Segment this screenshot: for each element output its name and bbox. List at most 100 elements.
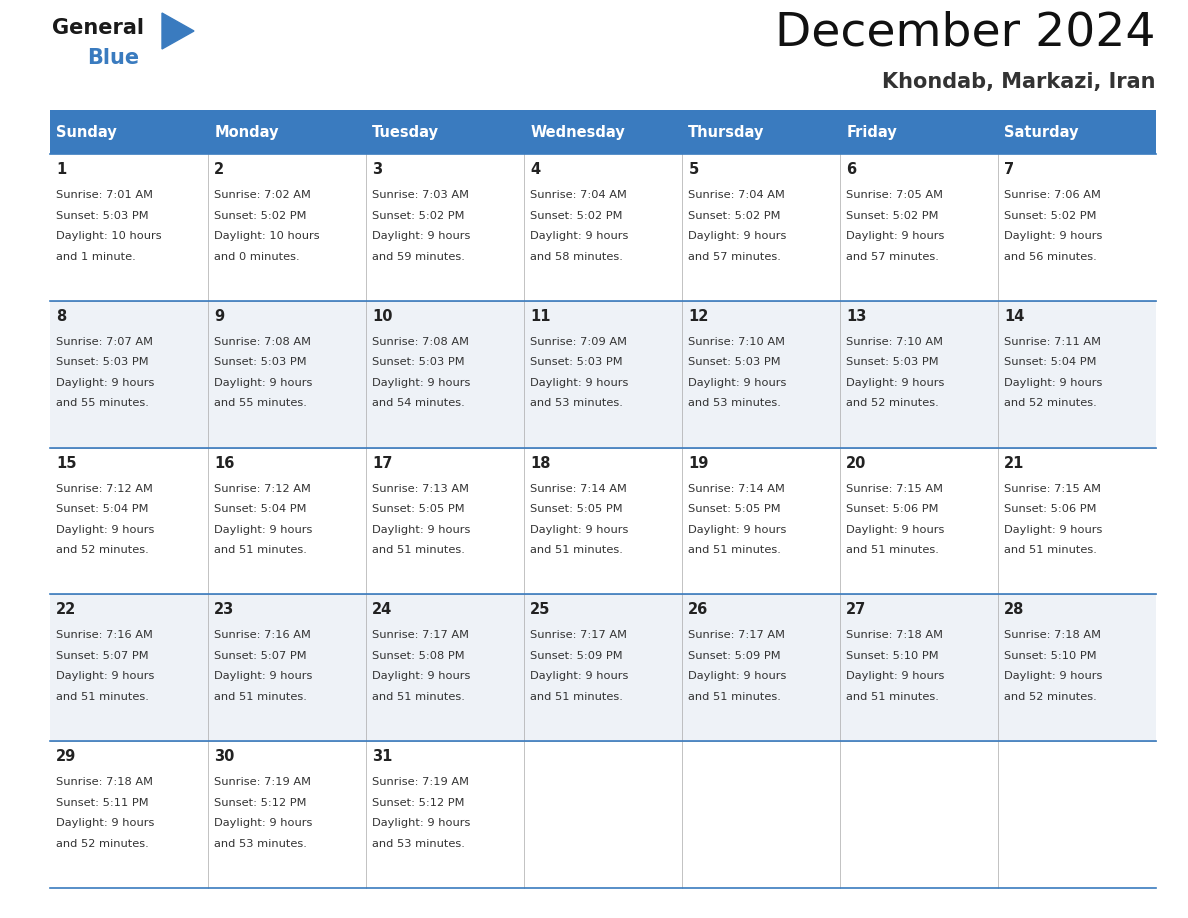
Text: 12: 12	[688, 308, 709, 324]
Text: Sunset: 5:05 PM: Sunset: 5:05 PM	[688, 504, 781, 514]
Text: 17: 17	[372, 455, 393, 471]
Text: Sunset: 5:03 PM: Sunset: 5:03 PM	[688, 357, 781, 367]
Bar	[50, 154, 1156, 301]
Text: and 51 minutes.: and 51 minutes.	[214, 692, 308, 702]
Text: Sunset: 5:07 PM: Sunset: 5:07 PM	[214, 651, 307, 661]
Text: and 51 minutes.: and 51 minutes.	[846, 545, 940, 555]
Text: 2: 2	[214, 162, 225, 177]
Text: Daylight: 10 hours: Daylight: 10 hours	[56, 231, 162, 241]
Text: and 53 minutes.: and 53 minutes.	[214, 839, 308, 849]
Text: 25: 25	[530, 602, 551, 618]
Text: 18: 18	[530, 455, 551, 471]
Text: Daylight: 9 hours: Daylight: 9 hours	[56, 524, 154, 534]
Text: Sunrise: 7:06 AM: Sunrise: 7:06 AM	[1004, 190, 1101, 200]
Text: Sunrise: 7:08 AM: Sunrise: 7:08 AM	[372, 337, 469, 347]
Text: Daylight: 9 hours: Daylight: 9 hours	[214, 524, 312, 534]
Text: 23: 23	[214, 602, 234, 618]
Text: Daylight: 9 hours: Daylight: 9 hours	[530, 378, 628, 387]
Text: Sunrise: 7:04 AM: Sunrise: 7:04 AM	[688, 190, 785, 200]
Text: and 1 minute.: and 1 minute.	[56, 252, 137, 262]
Text: and 51 minutes.: and 51 minutes.	[688, 692, 782, 702]
Bar	[50, 110, 1156, 154]
Text: 13: 13	[846, 308, 867, 324]
Text: and 51 minutes.: and 51 minutes.	[688, 545, 782, 555]
Text: and 52 minutes.: and 52 minutes.	[56, 545, 148, 555]
Text: Sunrise: 7:14 AM: Sunrise: 7:14 AM	[530, 484, 627, 494]
Text: and 51 minutes.: and 51 minutes.	[1004, 545, 1098, 555]
Text: Daylight: 9 hours: Daylight: 9 hours	[846, 524, 944, 534]
Text: 7: 7	[1004, 162, 1015, 177]
Text: 9: 9	[214, 308, 225, 324]
Text: 14: 14	[1004, 308, 1025, 324]
Text: 24: 24	[372, 602, 392, 618]
Text: Daylight: 9 hours: Daylight: 9 hours	[1004, 378, 1102, 387]
Text: Daylight: 9 hours: Daylight: 9 hours	[372, 378, 470, 387]
Text: 27: 27	[846, 602, 866, 618]
Bar	[50, 448, 1156, 594]
Text: Sunrise: 7:10 AM: Sunrise: 7:10 AM	[688, 337, 785, 347]
Text: and 55 minutes.: and 55 minutes.	[214, 398, 308, 409]
Text: Sunset: 5:02 PM: Sunset: 5:02 PM	[688, 210, 781, 220]
Text: Monday: Monday	[214, 125, 279, 140]
Text: Daylight: 9 hours: Daylight: 9 hours	[56, 378, 154, 387]
Text: 26: 26	[688, 602, 708, 618]
Text: and 51 minutes.: and 51 minutes.	[846, 692, 940, 702]
Text: 20: 20	[846, 455, 867, 471]
Text: and 52 minutes.: and 52 minutes.	[1004, 398, 1097, 409]
Text: Saturday: Saturday	[1004, 125, 1079, 140]
Text: Sunset: 5:02 PM: Sunset: 5:02 PM	[530, 210, 623, 220]
Bar	[50, 594, 1156, 741]
Text: and 53 minutes.: and 53 minutes.	[688, 398, 782, 409]
Text: Sunset: 5:02 PM: Sunset: 5:02 PM	[1004, 210, 1097, 220]
Text: Sunset: 5:10 PM: Sunset: 5:10 PM	[1004, 651, 1097, 661]
Text: and 0 minutes.: and 0 minutes.	[214, 252, 299, 262]
Text: Sunrise: 7:09 AM: Sunrise: 7:09 AM	[530, 337, 627, 347]
Text: Wednesday: Wednesday	[530, 125, 625, 140]
Text: and 56 minutes.: and 56 minutes.	[1004, 252, 1097, 262]
Text: 16: 16	[214, 455, 235, 471]
Text: Sunrise: 7:16 AM: Sunrise: 7:16 AM	[214, 631, 311, 641]
Text: Sunset: 5:02 PM: Sunset: 5:02 PM	[846, 210, 939, 220]
Text: Daylight: 9 hours: Daylight: 9 hours	[372, 524, 470, 534]
Text: Daylight: 9 hours: Daylight: 9 hours	[1004, 231, 1102, 241]
Text: Sunset: 5:05 PM: Sunset: 5:05 PM	[530, 504, 623, 514]
Text: Khondab, Markazi, Iran: Khondab, Markazi, Iran	[883, 72, 1156, 92]
Text: Sunrise: 7:17 AM: Sunrise: 7:17 AM	[372, 631, 469, 641]
Text: 22: 22	[56, 602, 76, 618]
Text: Daylight: 9 hours: Daylight: 9 hours	[530, 231, 628, 241]
Text: and 53 minutes.: and 53 minutes.	[372, 839, 466, 849]
Text: Sunset: 5:04 PM: Sunset: 5:04 PM	[214, 504, 307, 514]
Text: Sunrise: 7:03 AM: Sunrise: 7:03 AM	[372, 190, 469, 200]
Text: 15: 15	[56, 455, 77, 471]
Text: Daylight: 9 hours: Daylight: 9 hours	[688, 231, 786, 241]
Text: and 51 minutes.: and 51 minutes.	[372, 545, 466, 555]
Text: Sunrise: 7:08 AM: Sunrise: 7:08 AM	[214, 337, 311, 347]
Text: 30: 30	[214, 749, 235, 764]
Text: Sunrise: 7:14 AM: Sunrise: 7:14 AM	[688, 484, 785, 494]
Text: and 57 minutes.: and 57 minutes.	[846, 252, 940, 262]
Text: Sunset: 5:02 PM: Sunset: 5:02 PM	[214, 210, 307, 220]
Text: Sunday: Sunday	[56, 125, 118, 140]
Text: General: General	[52, 18, 144, 38]
Text: Friday: Friday	[846, 125, 897, 140]
Text: December 2024: December 2024	[776, 10, 1156, 55]
Text: Sunset: 5:06 PM: Sunset: 5:06 PM	[1004, 504, 1097, 514]
Text: Sunset: 5:02 PM: Sunset: 5:02 PM	[372, 210, 465, 220]
Text: Sunset: 5:03 PM: Sunset: 5:03 PM	[846, 357, 939, 367]
Text: Sunrise: 7:05 AM: Sunrise: 7:05 AM	[846, 190, 943, 200]
Text: and 57 minutes.: and 57 minutes.	[688, 252, 782, 262]
Text: Daylight: 9 hours: Daylight: 9 hours	[214, 378, 312, 387]
Text: Sunrise: 7:12 AM: Sunrise: 7:12 AM	[214, 484, 311, 494]
Text: Daylight: 9 hours: Daylight: 9 hours	[846, 378, 944, 387]
Text: Sunrise: 7:07 AM: Sunrise: 7:07 AM	[56, 337, 153, 347]
Text: 19: 19	[688, 455, 709, 471]
Text: Tuesday: Tuesday	[372, 125, 440, 140]
Text: Sunrise: 7:10 AM: Sunrise: 7:10 AM	[846, 337, 943, 347]
Text: Sunset: 5:07 PM: Sunset: 5:07 PM	[56, 651, 148, 661]
Text: and 52 minutes.: and 52 minutes.	[846, 398, 939, 409]
Text: Sunset: 5:05 PM: Sunset: 5:05 PM	[372, 504, 465, 514]
Text: Sunrise: 7:16 AM: Sunrise: 7:16 AM	[56, 631, 153, 641]
Text: and 54 minutes.: and 54 minutes.	[372, 398, 465, 409]
Text: 4: 4	[530, 162, 541, 177]
Text: and 51 minutes.: and 51 minutes.	[530, 692, 624, 702]
